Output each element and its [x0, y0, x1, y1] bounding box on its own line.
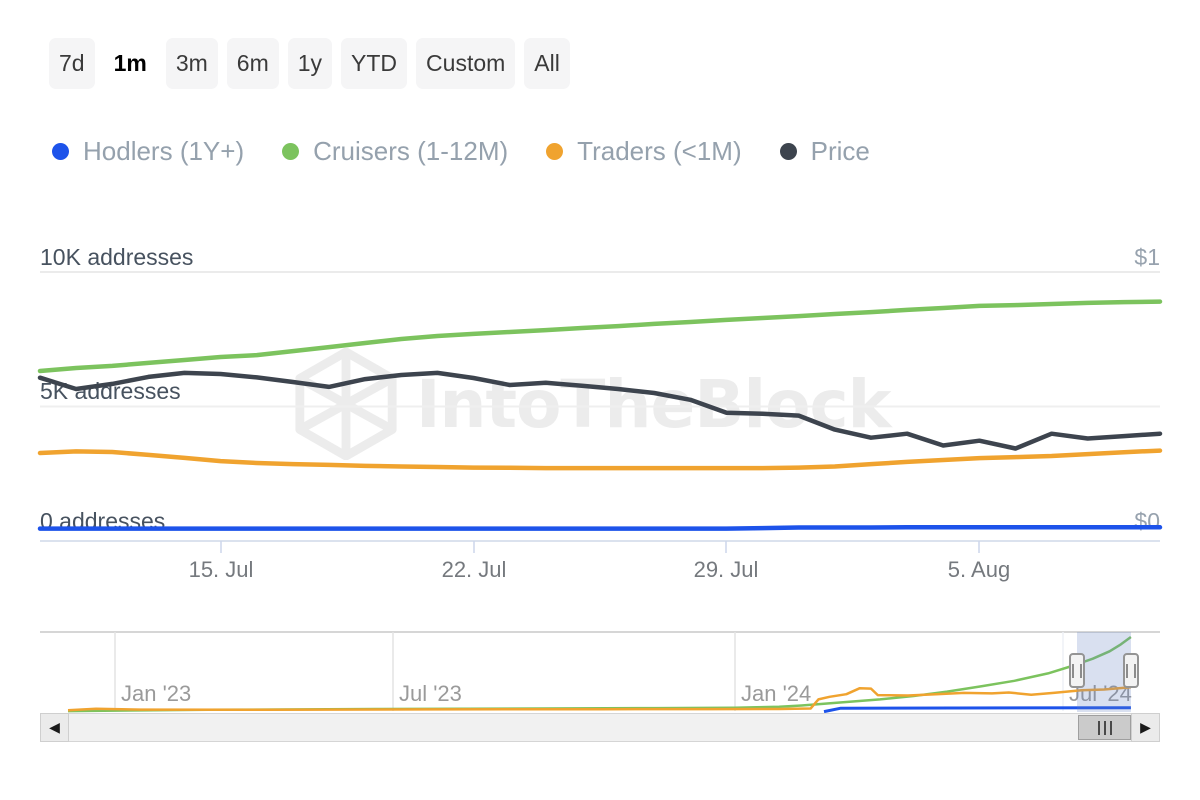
- navigator-label-jul23: Jul '23: [399, 681, 462, 706]
- range-selector: 7d 1m 3m 6m 1y YTD Custom All: [49, 38, 570, 89]
- legend-label: Hodlers (1Y+): [83, 136, 245, 166]
- legend-item-cruisers[interactable]: Cruisers (1-12M): [282, 136, 508, 167]
- navigator-handle-right[interactable]: [1123, 653, 1139, 688]
- x-axis-label: 5. Aug: [947, 557, 1011, 582]
- legend-label: Price: [810, 136, 870, 166]
- price-axis-label-1: $1: [1134, 244, 1160, 270]
- range-button-ytd[interactable]: YTD: [341, 38, 408, 89]
- scroll-right-icon: ▶: [1140, 719, 1151, 736]
- legend-label: Cruisers (1-12M): [313, 136, 509, 166]
- legend-marker-icon: [282, 143, 300, 160]
- range-button-6m[interactable]: 6m: [226, 38, 279, 89]
- navigator-line-traders: [67, 686, 1132, 712]
- scrollbar-left-button[interactable]: ◀: [40, 713, 69, 742]
- navigator-label-jan24: Jan '24: [741, 681, 812, 706]
- range-button-3m[interactable]: 3m: [165, 38, 218, 89]
- legend-marker-icon: [779, 143, 797, 160]
- grip-icon: [1126, 663, 1136, 678]
- y-axis-label-10k: 10K addresses: [40, 244, 194, 270]
- scroll-left-icon: ◀: [49, 719, 60, 736]
- range-button-all[interactable]: All: [524, 38, 570, 89]
- x-axis-label: 29. Jul: [693, 557, 759, 582]
- range-button-1m[interactable]: 1m: [103, 38, 157, 89]
- legend-label: Traders (<1M): [577, 136, 742, 166]
- scrollbar-track[interactable]: [40, 713, 1160, 742]
- range-button-custom[interactable]: Custom: [416, 38, 516, 89]
- x-axis-label: 15. Jul: [188, 557, 254, 582]
- legend-item-hodlers[interactable]: Hodlers (1Y+): [52, 136, 244, 167]
- scrollbar-right-button[interactable]: ▶: [1131, 713, 1160, 742]
- grip-icon: [1072, 663, 1082, 678]
- legend-marker-icon: [546, 143, 564, 160]
- grip-icon: [1097, 720, 1112, 735]
- x-axis-label: 22. Jul: [441, 557, 507, 582]
- legend-marker-icon: [52, 143, 69, 160]
- navigator-handle-left[interactable]: [1069, 653, 1085, 688]
- legend-item-traders[interactable]: Traders (<1M): [546, 136, 742, 167]
- range-button-7d[interactable]: 7d: [49, 38, 95, 89]
- legend: Hodlers (1Y+) Cruisers (1-12M) Traders (…: [52, 136, 870, 167]
- main-chart-area[interactable]: [40, 272, 1160, 541]
- scrollbar-thumb[interactable]: [1078, 715, 1131, 740]
- range-button-1y[interactable]: 1y: [287, 38, 333, 89]
- navigator-line-cruisers: [67, 635, 1132, 713]
- navigator-label-jan23: Jan '23: [121, 681, 192, 706]
- legend-item-price[interactable]: Price: [779, 136, 870, 167]
